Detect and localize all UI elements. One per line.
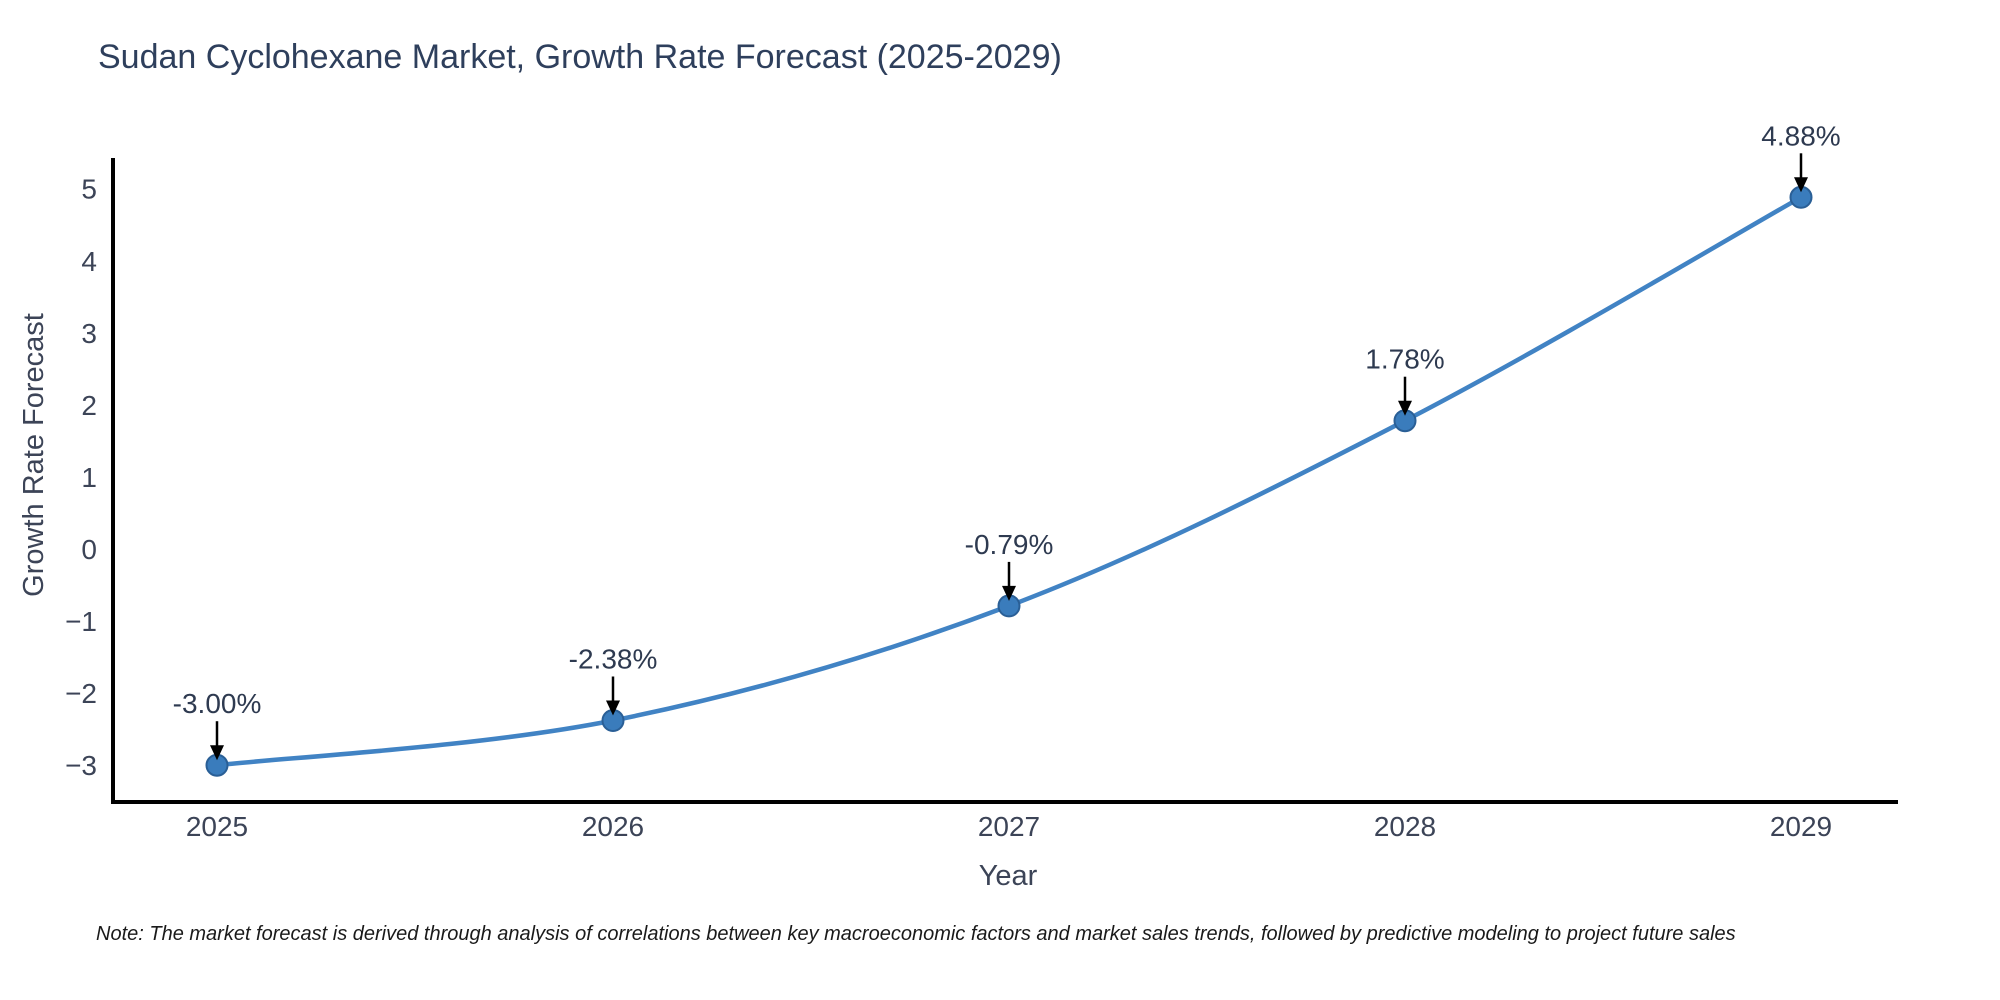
y-tick-label: 0 [81,534,97,565]
annotation-arrowhead-icon [1398,400,1412,416]
point-annotations: -3.00% -2.38% -0.79% 1.78% 4.88% [173,120,1841,761]
x-tick-label: 2028 [1374,811,1436,842]
y-axis-tick-labels: 5 4 3 2 1 0 −1 −2 −3 [65,174,97,781]
annotation-arrowhead-icon [210,745,224,761]
annotation-label: -3.00% [173,688,262,719]
y-tick-label: 2 [81,390,97,421]
y-tick-label: 3 [81,318,97,349]
y-tick-label: 5 [81,174,97,205]
annotation-label: -2.38% [569,644,658,675]
x-tick-label: 2029 [1770,811,1832,842]
annotation-label: 4.88% [1761,120,1840,151]
annotation-arrowhead-icon [1002,585,1016,601]
y-tick-label: −1 [65,606,97,637]
data-point-markers [205,185,1813,777]
x-tick-label: 2027 [978,811,1040,842]
chart-title: Sudan Cyclohexane Market, Growth Rate Fo… [98,38,1062,76]
annotation-arrowhead-icon [1794,177,1808,193]
y-tick-label: −2 [65,678,97,709]
x-axis-title: Year [979,860,1038,892]
y-tick-label: 1 [81,462,97,493]
annotation-arrowhead-icon [606,700,620,716]
x-tick-label: 2025 [186,811,248,842]
annotation-label: -0.79% [965,529,1054,560]
footnote: Note: The market forecast is derived thr… [96,923,1736,945]
series-line [214,195,1804,768]
annotation-label: 1.78% [1365,344,1444,375]
x-axis-tick-labels: 2025 2026 2027 2028 2029 [186,811,1832,842]
y-tick-label: 4 [81,246,97,277]
y-tick-label: −3 [65,750,97,781]
x-tick-label: 2026 [582,811,644,842]
y-axis-title: Growth Rate Forecast [18,313,50,597]
